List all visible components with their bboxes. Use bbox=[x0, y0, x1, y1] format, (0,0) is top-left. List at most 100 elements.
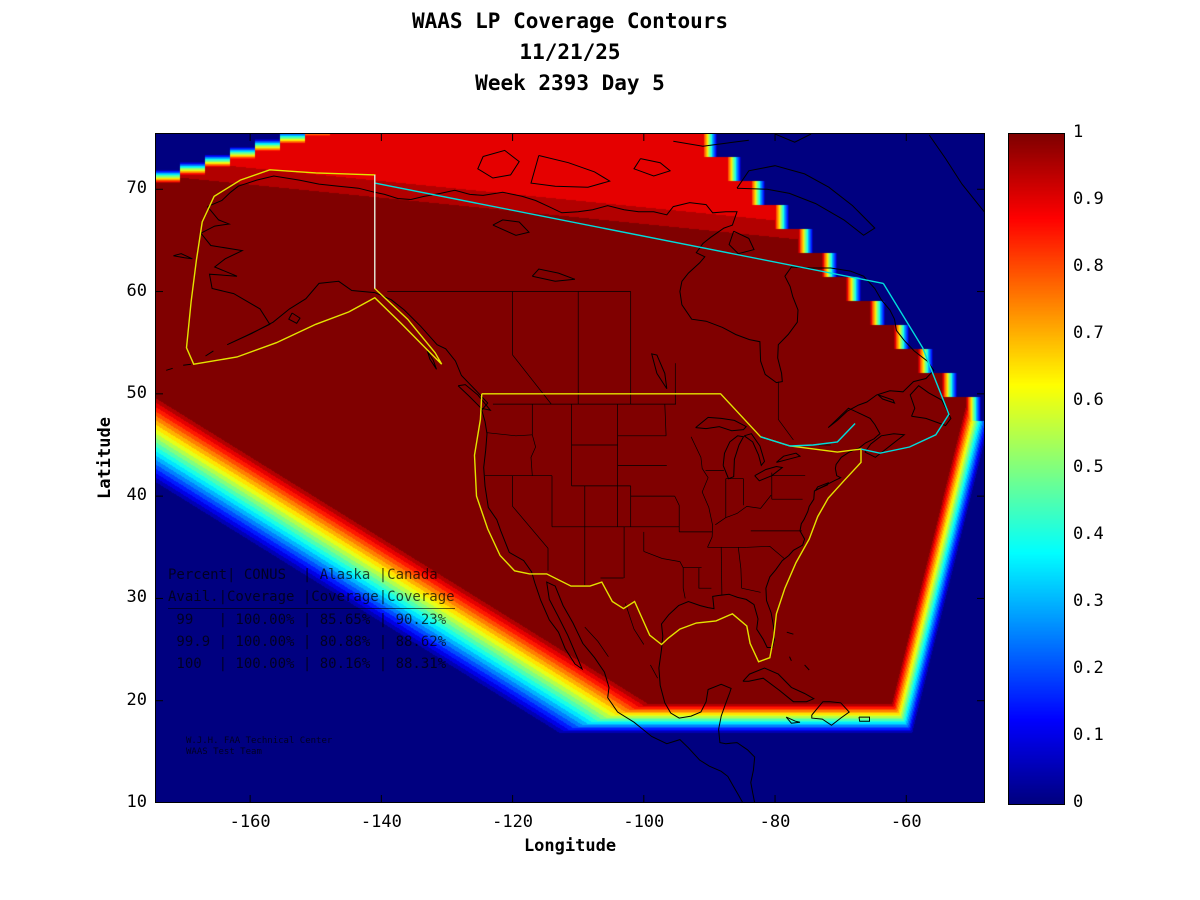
state-borders-path bbox=[746, 545, 785, 559]
coverage-table-header-line: Percent| CONUS | Alaska |Canada bbox=[168, 567, 438, 583]
coverage-table: Percent| CONUS | Alaska |Canada Avail.|Co… bbox=[168, 564, 455, 675]
lakes-layer bbox=[492, 219, 802, 482]
state-borders-path bbox=[512, 291, 552, 405]
colorbar-tick-label: 0.1 bbox=[1073, 725, 1104, 745]
colorbar-tick-label: 0 bbox=[1073, 792, 1084, 812]
coastline-path bbox=[786, 631, 794, 635]
lakes-path bbox=[776, 452, 802, 463]
colorbar-tick-label: 0.9 bbox=[1073, 189, 1104, 209]
coastline-path bbox=[183, 363, 192, 366]
colorbar-tick-label: 1 bbox=[1073, 122, 1084, 142]
colorbar bbox=[1008, 133, 1065, 805]
x-tick-label: -160 bbox=[229, 812, 271, 832]
chart-title: WAAS LP Coverage Contours bbox=[411, 9, 729, 33]
map-overlay-svg bbox=[155, 133, 985, 803]
y-tick-label: 50 bbox=[126, 382, 147, 403]
title-block: WAAS LP Coverage Contours 11/21/25 Week … bbox=[155, 6, 985, 99]
coastline-path bbox=[789, 656, 792, 662]
x-tick-label: -80 bbox=[759, 812, 791, 832]
colorbar-tick-label: 0.7 bbox=[1073, 323, 1104, 343]
state-borders-path bbox=[720, 547, 723, 596]
colorbar-tick-label: 0.4 bbox=[1073, 524, 1104, 544]
coastline-path bbox=[457, 384, 492, 411]
coastline-path bbox=[815, 481, 830, 491]
state-borders-path bbox=[741, 587, 761, 593]
lakes-path bbox=[531, 268, 576, 282]
coverage-table-row: 99.9 | 100.00% | 80.88% | 88.62% bbox=[168, 634, 447, 650]
coastline-path bbox=[207, 175, 935, 803]
y-tick-label: 40 bbox=[126, 485, 147, 506]
x-tick-label: -120 bbox=[492, 812, 534, 832]
coastline-path bbox=[811, 701, 850, 726]
canada-boundary-layer bbox=[374, 182, 950, 454]
x-tick-label: -100 bbox=[623, 812, 665, 832]
lakes-path bbox=[651, 353, 668, 389]
contour-field-canvas bbox=[155, 133, 985, 803]
coastline-path bbox=[173, 253, 193, 260]
chart-subtitle-week: Week 2393 Day 5 bbox=[475, 71, 665, 95]
state-borders-path bbox=[664, 404, 667, 436]
coastline-path bbox=[288, 312, 301, 324]
lakes-path bbox=[743, 433, 766, 467]
state-borders-path bbox=[486, 432, 533, 437]
tick-marks bbox=[155, 133, 985, 803]
coastline-path bbox=[530, 155, 611, 188]
y-tick-label: 70 bbox=[126, 178, 147, 199]
state-borders-path bbox=[530, 434, 536, 476]
coastline-path bbox=[736, 165, 876, 236]
coastline-path bbox=[200, 206, 744, 803]
coverage-table-row: 100 | 100.00% | 80.16% | 88.31% bbox=[168, 656, 447, 672]
x-axis-label: Longitude bbox=[523, 836, 617, 856]
colorbar-tick-label: 0.2 bbox=[1073, 658, 1104, 678]
y-tick-label: 30 bbox=[126, 587, 147, 608]
coastline-path bbox=[742, 667, 815, 703]
coastline-path bbox=[858, 716, 870, 722]
x-tick-label: -140 bbox=[360, 812, 402, 832]
state-borders-path bbox=[674, 495, 680, 532]
attribution-line: W.J.H. FAA Technical Center bbox=[186, 736, 333, 746]
coastline-layer bbox=[166, 133, 985, 803]
axes-box bbox=[155, 133, 985, 803]
coastline-path bbox=[774, 133, 812, 143]
state-borders-layer bbox=[387, 291, 831, 679]
state-borders-path bbox=[584, 626, 609, 657]
chart-subtitle-date: 11/21/25 bbox=[519, 40, 621, 64]
coastline-path bbox=[804, 664, 810, 671]
state-borders-path bbox=[715, 494, 772, 526]
attribution: W.J.H. FAA Technical Center WAAS Test Tea… bbox=[186, 736, 332, 758]
canada-boundary-path bbox=[760, 423, 856, 447]
state-borders-path bbox=[679, 561, 686, 599]
lakes-path bbox=[754, 465, 784, 482]
coastline-path bbox=[633, 158, 672, 177]
canada-boundary-path bbox=[374, 182, 884, 285]
y-axis-label: Latitude bbox=[95, 417, 115, 499]
coastline-path bbox=[785, 716, 801, 724]
colorbar-tick-label: 0.8 bbox=[1073, 256, 1104, 276]
lakes-path bbox=[722, 435, 745, 480]
coastline-path bbox=[673, 139, 749, 147]
coastline-path bbox=[477, 149, 520, 179]
state-borders-path bbox=[690, 436, 714, 548]
attribution-line: WAAS Test Team bbox=[186, 747, 262, 757]
colorbar-tick-label: 0.6 bbox=[1073, 390, 1104, 410]
coverage-table-row: 99 | 100.00% | 85.65% | 90.23% bbox=[168, 612, 447, 628]
y-tick-label: 60 bbox=[126, 280, 147, 301]
y-tick-label: 10 bbox=[126, 792, 147, 812]
canada-boundary-path bbox=[860, 283, 950, 454]
coastline-path bbox=[426, 350, 437, 370]
lakes-path bbox=[492, 219, 530, 236]
state-borders-path bbox=[643, 551, 680, 562]
coverage-table-header-line: Avail.|Coverage |Coverage|Coverage bbox=[168, 586, 455, 609]
conus-alaska-boundary-path bbox=[473, 393, 862, 663]
state-borders-path bbox=[777, 381, 794, 441]
coastline-path bbox=[728, 230, 755, 255]
lakes-path bbox=[695, 416, 748, 432]
coastline-path bbox=[928, 134, 985, 213]
state-borders-path bbox=[625, 603, 645, 645]
colorbar-tick-label: 0.3 bbox=[1073, 591, 1104, 611]
x-tick-label: -60 bbox=[890, 812, 922, 832]
y-tick-label: 20 bbox=[126, 689, 147, 710]
state-borders-path bbox=[737, 547, 742, 589]
coastline-path bbox=[864, 433, 906, 458]
state-borders-path bbox=[512, 475, 549, 571]
